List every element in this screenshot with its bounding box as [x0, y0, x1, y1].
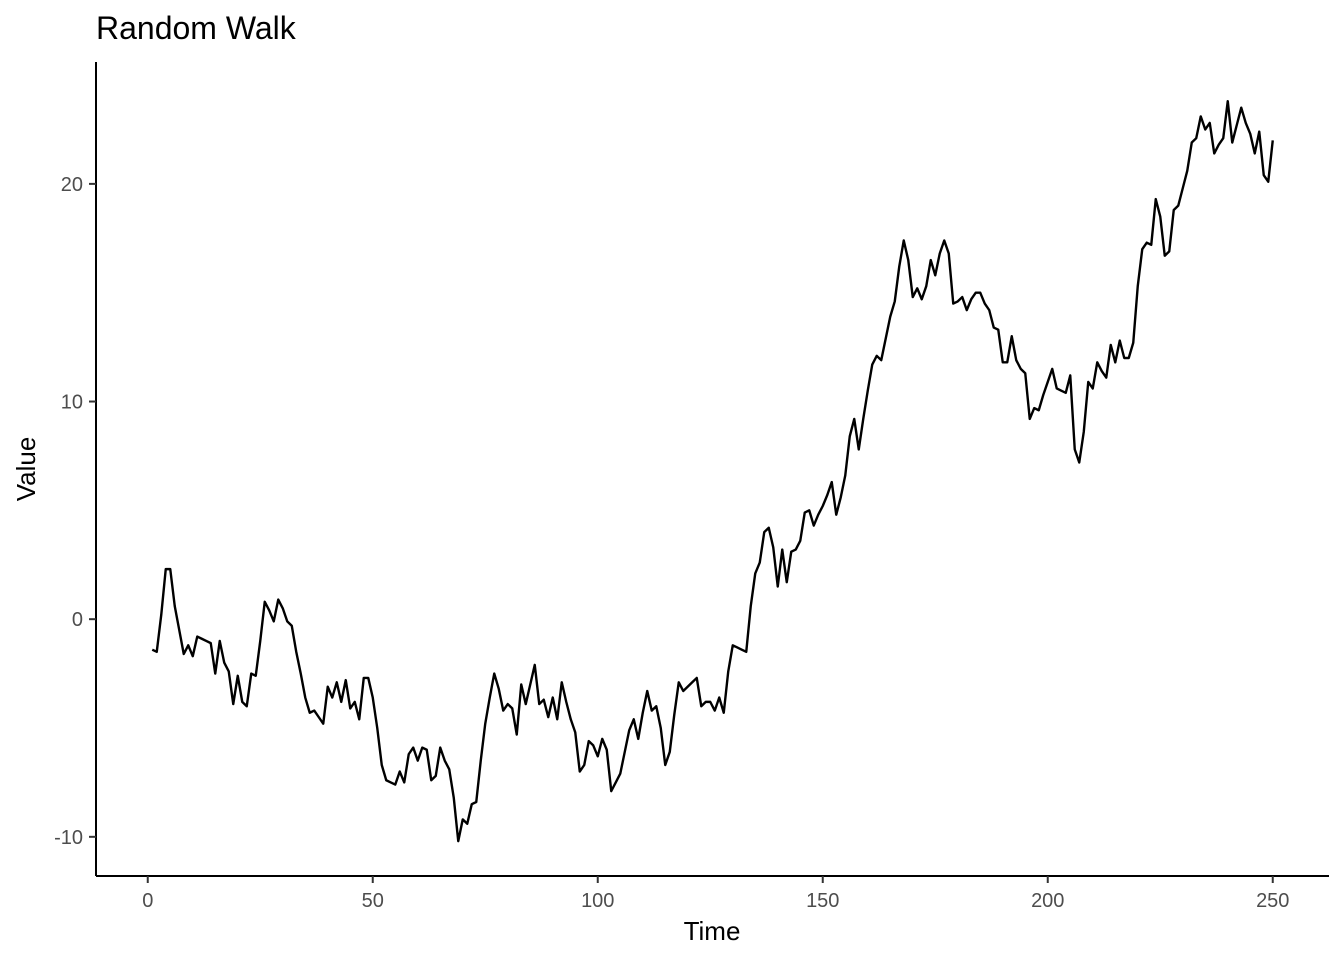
x-tick-label: 200 [1031, 890, 1064, 912]
chart-title: Random Walk [96, 10, 297, 46]
x-tick-label: 50 [362, 890, 384, 912]
y-axis: -10 0 10 20 [54, 62, 97, 876]
y-axis-title: Value [11, 437, 41, 502]
y-tick-label: 10 [61, 392, 83, 414]
x-tick-label: 100 [581, 890, 614, 912]
x-axis-title: Time [684, 916, 741, 946]
y-tick-label: 0 [72, 609, 83, 631]
y-tick-label: 20 [61, 174, 83, 196]
y-tick-label: -10 [54, 827, 83, 849]
plot-area [151, 99, 1274, 843]
x-tick-label: 0 [142, 890, 153, 912]
x-tick-label: 250 [1256, 890, 1289, 912]
x-tick-label: 150 [806, 890, 839, 912]
series-line [151, 99, 1274, 843]
x-axis: 0 50 100 150 200 250 [96, 875, 1329, 912]
